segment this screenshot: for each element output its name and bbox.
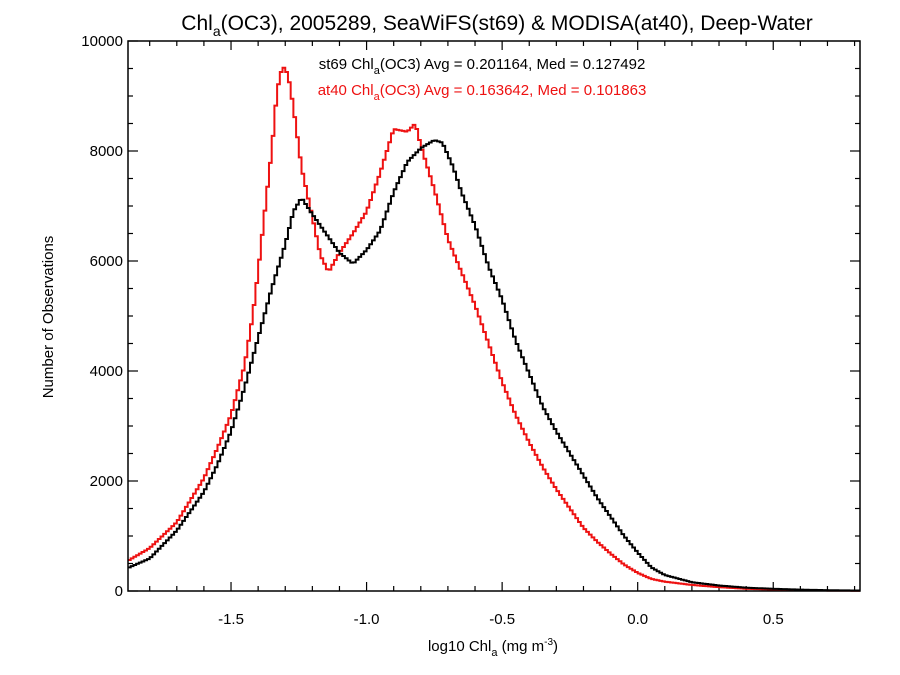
x-tick-label: 0.5 [763, 611, 784, 628]
y-tick-label: 10000 [81, 33, 123, 50]
y-axis-label: Number of Observations [40, 236, 57, 399]
y-tick-label: 0 [115, 583, 123, 600]
series-layer [128, 66, 860, 592]
axis-ticks: -1.5 -1.0 -0.5 0.0 0.5 0 2000 4000 6000 8000 10000 [81, 33, 860, 628]
x-axis-label: log10 Chla (mg m-3) [428, 637, 558, 659]
st69-stats-label: st69 Chla(OC3) Avg = 0.201164, Med = 0.1… [319, 56, 646, 77]
y-tick-label: 6000 [90, 253, 123, 270]
x-tick-label: -0.5 [489, 611, 515, 628]
chart-title: Chla(OC3), 2005289, SeaWiFS(st69) & MODI… [181, 12, 812, 39]
x-tick-label: 0.0 [627, 611, 648, 628]
x-tick-label: -1.5 [218, 611, 244, 628]
y-tick-label: 2000 [90, 473, 123, 490]
at40-stats-label: at40 Chla(OC3) Avg = 0.163642, Med = 0.1… [318, 82, 647, 103]
x-tick-label: -1.0 [354, 611, 380, 628]
y-tick-label: 4000 [90, 363, 123, 380]
series-st69-line [128, 139, 860, 592]
plot-frame [127, 40, 861, 592]
y-tick-label: 8000 [90, 143, 123, 160]
series-at40-line [128, 66, 860, 592]
